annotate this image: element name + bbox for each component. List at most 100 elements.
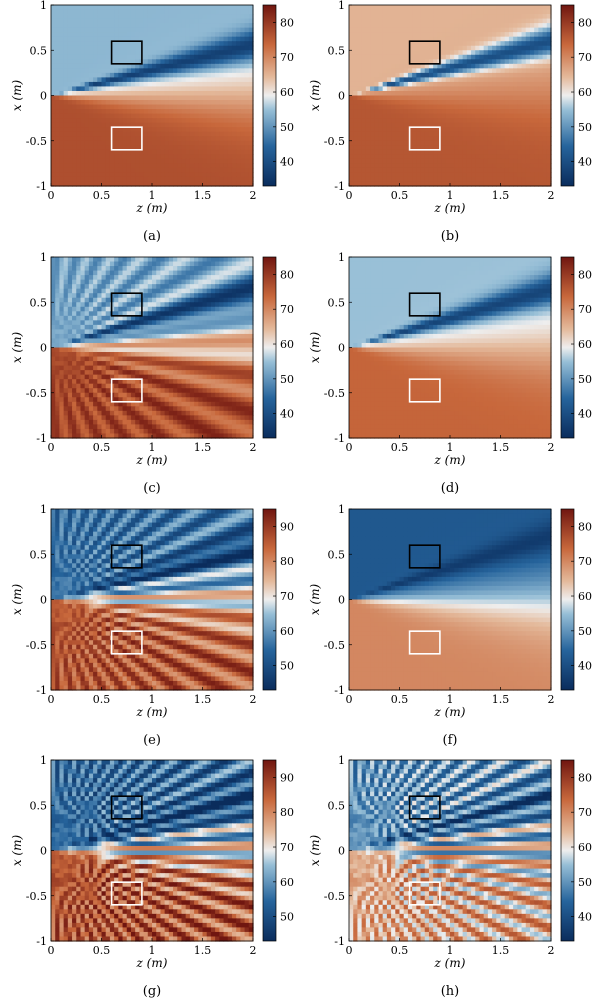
heat-cell [349, 81, 354, 88]
heat-cell [378, 140, 384, 146]
heat-cell [114, 54, 119, 60]
heat-cell [479, 154, 485, 160]
heat-cell [63, 145, 69, 151]
heat-cell [365, 109, 371, 115]
heat-cell [479, 32, 485, 38]
heat-cell [80, 356, 86, 362]
heat-cell [391, 63, 396, 69]
heat-cell [378, 104, 384, 110]
heat-cell [492, 140, 497, 146]
heat-cell [152, 5, 157, 11]
heat-cell [433, 109, 438, 115]
heat-cell [202, 136, 208, 142]
heat-cell [67, 100, 73, 106]
heat-cell [529, 9, 535, 15]
heat-cell [403, 149, 409, 155]
heat-cell [55, 77, 61, 83]
heat-cell [105, 86, 111, 92]
heat-cell [118, 104, 124, 110]
heat-cell [437, 9, 443, 15]
heat-cell [206, 41, 212, 47]
heat-cell [236, 315, 241, 321]
heat-cell [454, 59, 460, 65]
heat-cell [88, 63, 94, 69]
heat-cell [76, 90, 82, 97]
heat-cell [240, 279, 246, 285]
heat-cell [80, 158, 86, 164]
heat-cell [517, 127, 523, 133]
heat-cell [114, 104, 119, 110]
heat-cell [139, 266, 145, 272]
heat-cell [177, 302, 183, 308]
y-tick-label: 0.5 [30, 44, 48, 57]
heat-cell [504, 9, 510, 15]
heat-cell [370, 86, 375, 92]
heat-cell [84, 257, 90, 263]
heat-cell [513, 176, 518, 183]
heat-cell [479, 45, 485, 51]
heat-cell [114, 63, 119, 69]
heat-cell [143, 95, 149, 101]
heat-cell [105, 261, 111, 267]
heat-cell [349, 181, 354, 187]
heat-cell [93, 347, 98, 353]
heat-cell [114, 172, 119, 178]
heat-cell [441, 68, 447, 74]
heat-cell [189, 342, 195, 349]
heat-cell [122, 311, 128, 317]
heat-cell [198, 347, 204, 353]
heat-cell [231, 284, 237, 290]
heatmap-panel-a: 0 0.5 1 1.5 210.50-0.5-1z (m)x (m)(a)8070605… [10, 0, 294, 244]
heat-cell [101, 302, 107, 308]
heat-cell [219, 315, 225, 321]
heat-cell [525, 140, 531, 146]
heat-cell [109, 118, 115, 124]
heat-cell [546, 113, 552, 119]
heat-cell [370, 154, 375, 160]
heat-cell [399, 181, 405, 187]
heat-cell [88, 45, 94, 51]
heat-cell [382, 127, 388, 133]
heat-cell [160, 176, 166, 183]
heat-cell [189, 352, 195, 358]
heat-cell [365, 90, 371, 97]
heat-cell [231, 329, 237, 335]
heat-cell [51, 293, 56, 299]
heat-cell [63, 95, 69, 101]
heat-cell [496, 122, 502, 128]
heat-cell [114, 342, 119, 349]
heat-cell [441, 158, 447, 164]
heat-cell [210, 145, 216, 151]
heat-cell [538, 167, 544, 174]
heat-cell [152, 342, 157, 349]
heat-cell [67, 167, 73, 174]
heat-cell [189, 154, 195, 160]
heat-cell [206, 54, 212, 60]
heat-cell [185, 181, 191, 187]
heat-cell [487, 41, 493, 47]
heat-cell [177, 118, 183, 124]
heat-cell [508, 72, 514, 79]
heat-cell [122, 118, 128, 124]
heat-cell [93, 356, 98, 362]
heat-cell [244, 181, 250, 187]
heat-cell [168, 266, 174, 272]
heat-cell [382, 131, 388, 137]
heat-cell [164, 275, 170, 281]
heat-cell [391, 77, 396, 83]
heat-cell [445, 131, 451, 137]
heat-cell [80, 261, 86, 267]
heat-cell [374, 32, 380, 38]
heat-cell [244, 333, 250, 340]
heat-cell [72, 136, 77, 142]
heat-cell [231, 32, 237, 38]
heat-cell [118, 279, 124, 285]
heat-cell [365, 104, 371, 110]
heat-cell [152, 154, 157, 160]
heat-cell [504, 118, 510, 124]
heat-cell [101, 81, 107, 88]
heat-cell [173, 167, 178, 174]
heat-cell [454, 127, 460, 133]
heat-cell [72, 275, 77, 281]
heat-cell [534, 9, 539, 15]
